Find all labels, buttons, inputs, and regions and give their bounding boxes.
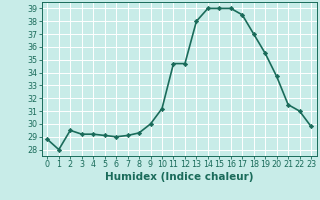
X-axis label: Humidex (Indice chaleur): Humidex (Indice chaleur) (105, 172, 253, 182)
